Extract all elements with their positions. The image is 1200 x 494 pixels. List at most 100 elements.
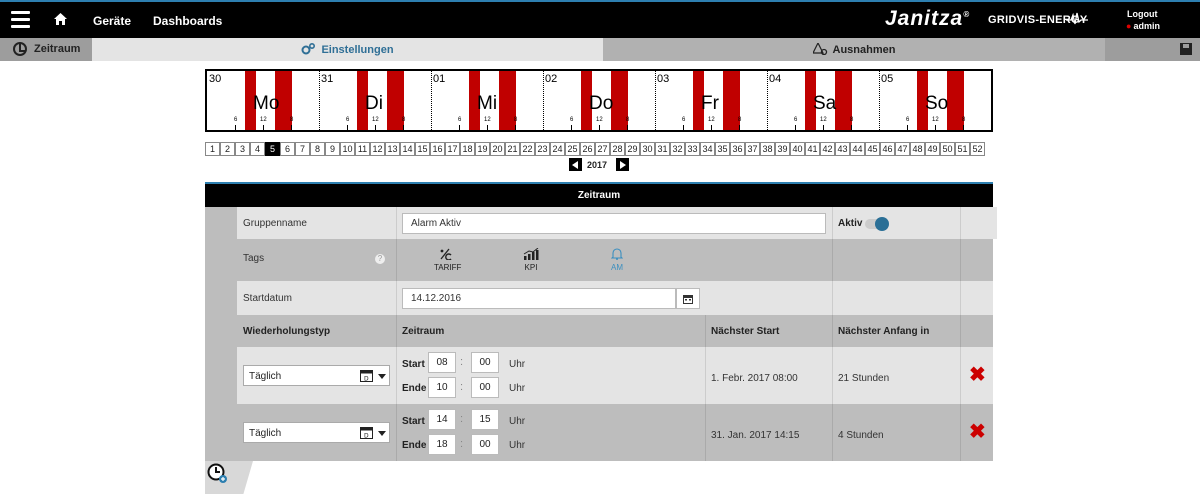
tab-period[interactable]: Zeitraum bbox=[0, 38, 92, 61]
tab-exceptions[interactable]: Ausnahmen bbox=[603, 38, 1105, 61]
calendar-week-52[interactable]: 52 bbox=[970, 142, 985, 156]
nav-dashboards-link[interactable]: Dashboards bbox=[153, 14, 223, 28]
calendar-week-51[interactable]: 51 bbox=[955, 142, 970, 156]
end-hour-input[interactable]: 18 bbox=[428, 434, 456, 455]
schedule-period-bar[interactable] bbox=[499, 71, 516, 130]
calendar-week-22[interactable]: 22 bbox=[520, 142, 535, 156]
calendar-week-24[interactable]: 24 bbox=[550, 142, 565, 156]
calendar-week-8[interactable]: 8 bbox=[310, 142, 325, 156]
tab-settings[interactable]: Einstellungen bbox=[92, 38, 603, 61]
next-year-button[interactable] bbox=[616, 158, 629, 171]
tag-am[interactable]: AM bbox=[605, 248, 629, 272]
calendar-week-32[interactable]: 32 bbox=[670, 142, 685, 156]
start-minute-input[interactable]: 00 bbox=[471, 352, 499, 373]
calendar-week-9[interactable]: 9 bbox=[325, 142, 340, 156]
calendar-week-2[interactable]: 2 bbox=[220, 142, 235, 156]
calendar-week-10[interactable]: 10 bbox=[340, 142, 355, 156]
corner-tab[interactable] bbox=[205, 461, 253, 494]
schedule-period-bar[interactable] bbox=[947, 71, 964, 130]
save-button[interactable] bbox=[1105, 38, 1200, 61]
calendar-week-28[interactable]: 28 bbox=[610, 142, 625, 156]
schedule-period-bar[interactable] bbox=[469, 71, 480, 130]
start-minute-input[interactable]: 15 bbox=[471, 409, 499, 430]
calendar-week-42[interactable]: 42 bbox=[820, 142, 835, 156]
calendar-week-40[interactable]: 40 bbox=[790, 142, 805, 156]
calendar-week-43[interactable]: 43 bbox=[835, 142, 850, 156]
calendar-week-29[interactable]: 29 bbox=[625, 142, 640, 156]
calendar-week-25[interactable]: 25 bbox=[565, 142, 580, 156]
calendar-week-19[interactable]: 19 bbox=[475, 142, 490, 156]
calendar-week-47[interactable]: 47 bbox=[895, 142, 910, 156]
repeat-type-select[interactable]: Täglich D bbox=[243, 422, 390, 443]
home-icon[interactable] bbox=[54, 13, 67, 25]
calendar-week-48[interactable]: 48 bbox=[910, 142, 925, 156]
calendar-week-50[interactable]: 50 bbox=[940, 142, 955, 156]
previous-year-button[interactable] bbox=[569, 158, 582, 171]
schedule-period-bar[interactable] bbox=[357, 71, 368, 130]
logout-link[interactable]: Logout bbox=[1127, 9, 1158, 19]
schedule-period-bar[interactable] bbox=[723, 71, 740, 130]
delete-row-button[interactable]: ✖ bbox=[969, 421, 986, 443]
schedule-period-bar[interactable] bbox=[611, 71, 628, 130]
calendar-week-6[interactable]: 6 bbox=[280, 142, 295, 156]
calendar-week-45[interactable]: 45 bbox=[865, 142, 880, 156]
week-timeline[interactable]: 30 Mo 6 12 8 31 Di 6 12 8 01 Mi 6 12 8 02 Do 6 12 8 03 Fr 6 12 8… bbox=[205, 69, 993, 132]
calendar-week-41[interactable]: 41 bbox=[805, 142, 820, 156]
calendar-week-7[interactable]: 7 bbox=[295, 142, 310, 156]
end-hour-input[interactable]: 10 bbox=[428, 377, 456, 398]
tag-tariff[interactable]: TARIFF bbox=[434, 248, 461, 272]
calendar-week-31[interactable]: 31 bbox=[655, 142, 670, 156]
calendar-week-16[interactable]: 16 bbox=[430, 142, 445, 156]
menu-icon[interactable] bbox=[11, 11, 30, 28]
repeat-type-select[interactable]: Täglich D bbox=[243, 365, 390, 386]
start-date-input[interactable]: 14.12.2016 bbox=[402, 288, 676, 309]
calendar-week-15[interactable]: 15 bbox=[415, 142, 430, 156]
schedule-period-bar[interactable] bbox=[245, 71, 256, 130]
schedule-period-bar[interactable] bbox=[835, 71, 852, 130]
tag-kpi[interactable]: KPI bbox=[519, 247, 543, 272]
calendar-week-37[interactable]: 37 bbox=[745, 142, 760, 156]
calendar-week-35[interactable]: 35 bbox=[715, 142, 730, 156]
calendar-week-4[interactable]: 4 bbox=[250, 142, 265, 156]
calendar-week-46[interactable]: 46 bbox=[880, 142, 895, 156]
calendar-week-13[interactable]: 13 bbox=[385, 142, 400, 156]
calendar-week-12[interactable]: 12 bbox=[370, 142, 385, 156]
calendar-week-21[interactable]: 21 bbox=[505, 142, 520, 156]
end-minute-input[interactable]: 00 bbox=[471, 377, 499, 398]
start-hour-input[interactable]: 14 bbox=[428, 409, 456, 430]
schedule-period-bar[interactable] bbox=[275, 71, 292, 130]
calendar-week-39[interactable]: 39 bbox=[775, 142, 790, 156]
schedule-period-bar[interactable] bbox=[805, 71, 816, 130]
calendar-week-49[interactable]: 49 bbox=[925, 142, 940, 156]
schedule-period-bar[interactable] bbox=[581, 71, 592, 130]
calendar-week-14[interactable]: 14 bbox=[400, 142, 415, 156]
calendar-week-26[interactable]: 26 bbox=[580, 142, 595, 156]
calendar-week-1[interactable]: 1 bbox=[205, 142, 220, 156]
schedule-period-bar[interactable] bbox=[693, 71, 704, 130]
calendar-week-27[interactable]: 27 bbox=[595, 142, 610, 156]
group-name-input[interactable]: Alarm Aktiv bbox=[402, 213, 826, 234]
calendar-week-5[interactable]: 5 bbox=[265, 142, 280, 156]
calendar-week-20[interactable]: 20 bbox=[490, 142, 505, 156]
delete-row-button[interactable]: ✖ bbox=[969, 364, 986, 386]
schedule-period-bar[interactable] bbox=[387, 71, 404, 130]
calendar-week-11[interactable]: 11 bbox=[355, 142, 370, 156]
end-minute-input[interactable]: 00 bbox=[471, 434, 499, 455]
schedule-period-bar[interactable] bbox=[917, 71, 928, 130]
help-icon[interactable]: ? bbox=[375, 254, 385, 264]
calendar-week-33[interactable]: 33 bbox=[685, 142, 700, 156]
start-date-picker-button[interactable] bbox=[676, 288, 700, 309]
calendar-week-44[interactable]: 44 bbox=[850, 142, 865, 156]
calendar-week-18[interactable]: 18 bbox=[460, 142, 475, 156]
calendar-week-34[interactable]: 34 bbox=[700, 142, 715, 156]
hour-tick bbox=[571, 125, 572, 130]
active-toggle[interactable] bbox=[865, 217, 889, 231]
calendar-week-17[interactable]: 17 bbox=[445, 142, 460, 156]
calendar-week-23[interactable]: 23 bbox=[535, 142, 550, 156]
nav-devices-link[interactable]: Geräte bbox=[93, 14, 132, 28]
start-hour-input[interactable]: 08 bbox=[428, 352, 456, 373]
calendar-week-36[interactable]: 36 bbox=[730, 142, 745, 156]
calendar-week-38[interactable]: 38 bbox=[760, 142, 775, 156]
calendar-week-30[interactable]: 30 bbox=[640, 142, 655, 156]
calendar-week-3[interactable]: 3 bbox=[235, 142, 250, 156]
